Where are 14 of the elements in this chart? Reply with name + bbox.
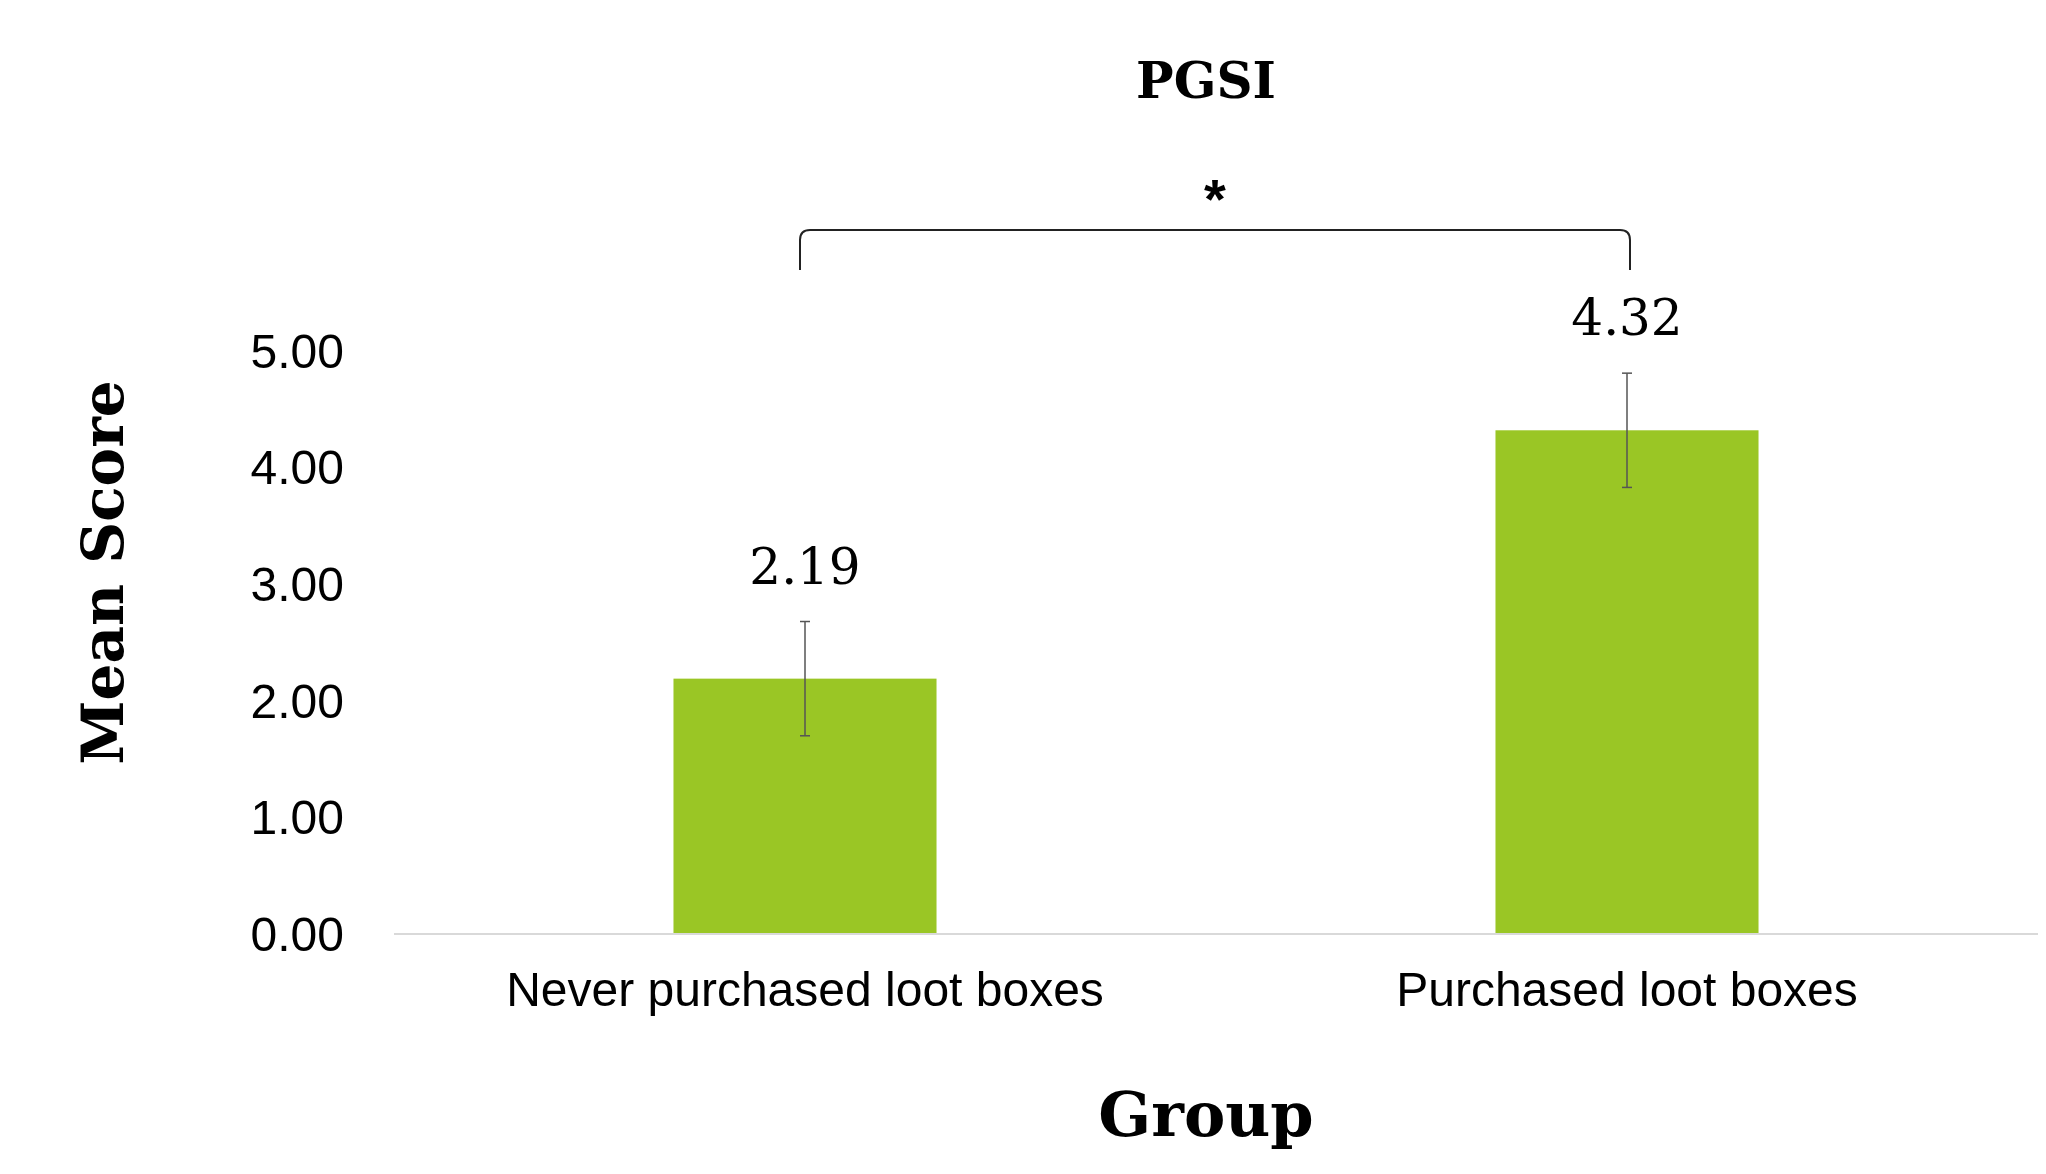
y-tick-label: 3.00 [250,558,344,611]
y-tick-label: 0.00 [250,907,344,961]
x-tick-label: Purchased loot boxes [1396,963,1858,1016]
y-tick-label: 4.00 [250,441,344,495]
data-label: 4.32 [1571,289,1683,348]
x-axis-title: Group [1098,1078,1314,1151]
y-tick-label: 1.00 [250,791,344,845]
chart-title: PGSI [1136,51,1276,110]
x-tick-label: Never purchased loot boxes [506,963,1104,1016]
y-tick-label: 2.00 [250,674,344,728]
text: * [1204,167,1227,230]
data-label: 2.19 [749,537,861,596]
y-tick-label: 5.00 [250,324,344,378]
y-axis-title: Mean Score [69,380,137,765]
